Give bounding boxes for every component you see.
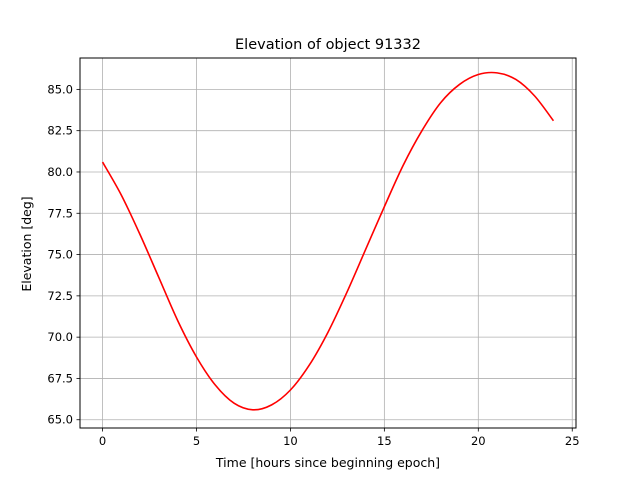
x-tick-label: 5 [193, 434, 200, 448]
x-tick-label: 10 [283, 434, 298, 448]
y-tick-label: 75.0 [47, 248, 73, 262]
y-axis-label: Elevation [deg] [19, 196, 34, 291]
y-tick-label: 82.5 [47, 124, 73, 138]
y-tick-label: 77.5 [47, 206, 73, 220]
y-tick-label: 80.0 [47, 165, 73, 179]
axis-ticks: 0 5 10 15 20 25 65.0 67.5 70.0 72.5 75.0 77.5 80.0 82… [47, 82, 579, 448]
chart-title: Elevation of object 91332 [235, 37, 421, 53]
y-tick-label: 72.5 [47, 289, 73, 303]
x-tick-label: 25 [565, 434, 580, 448]
y-tick-label: 65.0 [47, 413, 73, 427]
x-tick-label: 0 [99, 434, 106, 448]
elevation-series-line [101, 71, 555, 411]
x-axis-label: Time [hours since beginning epoch] [215, 455, 440, 470]
grid-lines [80, 58, 576, 428]
x-tick-label: 15 [377, 434, 392, 448]
y-tick-label: 70.0 [47, 330, 73, 344]
series-layer [101, 71, 555, 411]
plot-area-frame [79, 57, 577, 429]
y-tick-label: 85.0 [47, 82, 73, 96]
x-tick-label: 20 [471, 434, 486, 448]
y-tick-label: 67.5 [47, 371, 73, 385]
